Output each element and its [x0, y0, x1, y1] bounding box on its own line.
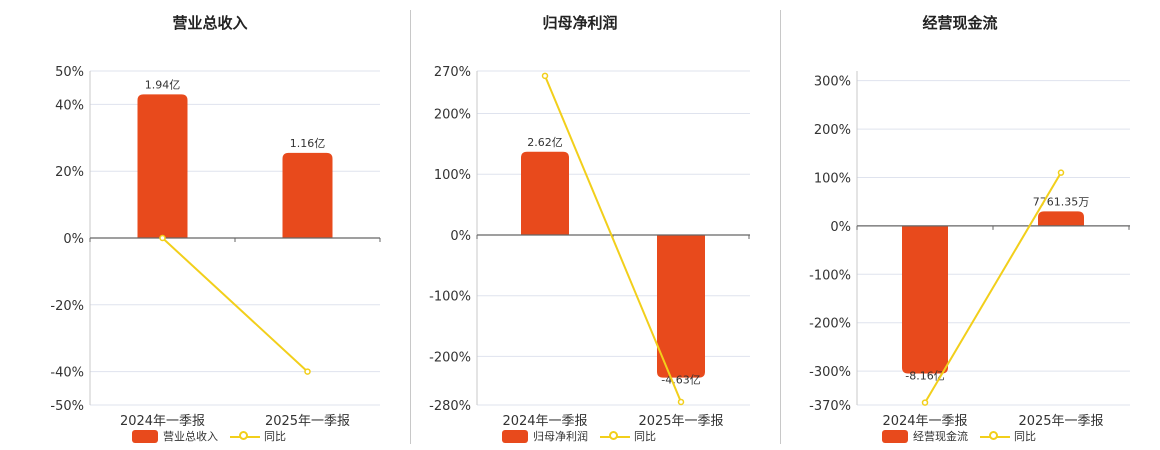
legend-line-label: 同比 — [634, 430, 656, 443]
chart-title-net-profit: 归母净利润 — [542, 14, 618, 32]
x-tick-label: 2024年一季报 — [882, 414, 967, 429]
y-tick-label: -50% — [50, 399, 84, 414]
legend-bar-swatch — [882, 429, 908, 443]
bar-data-label: -8.16亿 — [905, 370, 944, 383]
line-series — [544, 75, 682, 403]
bar — [521, 151, 569, 235]
x-tick-label: 2025年一季报 — [265, 414, 350, 429]
chart-title-cash-flow: 经营现金流 — [922, 14, 998, 32]
legend-bar-label: 经营现金流 — [913, 430, 968, 443]
legend-line-label: 同比 — [264, 430, 286, 443]
bar — [137, 94, 188, 238]
y-tick-label: -100% — [429, 290, 471, 305]
bar — [657, 234, 705, 378]
y-tick-label: -20% — [50, 299, 84, 314]
bar-data-label: 2.62亿 — [527, 136, 563, 149]
bar-data-label: 1.16亿 — [290, 137, 326, 150]
chart-title-revenue: 营业总收入 — [172, 14, 248, 32]
x-tick-label: 2024年一季报 — [502, 414, 587, 429]
bar — [1038, 211, 1084, 226]
y-tick-label: -40% — [50, 366, 84, 381]
chart-divider — [780, 10, 781, 444]
line-point — [921, 399, 929, 406]
y-tick-label: 100% — [814, 171, 851, 186]
legend-bar-label: 归母净利润 — [533, 430, 588, 443]
y-tick-label: -200% — [429, 350, 471, 365]
y-tick-label: -280% — [429, 399, 471, 414]
legend-bar-swatch — [502, 429, 528, 443]
x-tick-label: 2024年一季报 — [120, 414, 205, 429]
legend-line-swatch — [980, 430, 1010, 443]
y-tick-label: 20% — [55, 165, 84, 180]
line-point — [541, 72, 549, 80]
y-tick-label: 0% — [830, 220, 851, 235]
y-tick-label: 0% — [450, 229, 471, 244]
line-point — [304, 368, 311, 375]
y-tick-label: 100% — [434, 168, 471, 183]
line-point — [677, 398, 685, 406]
bar — [902, 225, 948, 374]
legend-line-label: 同比 — [1014, 430, 1036, 443]
y-tick-label: 40% — [55, 98, 84, 113]
legend-net-profit[interactable]: 归母净利润 同比 — [502, 427, 656, 445]
y-tick-label: -300% — [809, 365, 851, 380]
legend-line-swatch — [230, 430, 260, 443]
x-tick-label: 2025年一季报 — [1018, 414, 1103, 429]
chart-divider — [410, 10, 411, 444]
bar-data-label: 1.94亿 — [145, 78, 181, 91]
legend-line-swatch — [600, 430, 630, 443]
y-tick-label: 200% — [434, 108, 471, 123]
bar-data-label: 7761.35万 — [1033, 195, 1090, 208]
line-series — [161, 237, 309, 373]
chart-revenue: 50% 40% 20% 0% -20% -40% -50% 1.94亿 1.16亿 2024年一季… — [50, 65, 381, 429]
x-tick-label: 2025年一季报 — [638, 414, 723, 429]
legend-bar-swatch — [132, 429, 158, 443]
y-tick-label: 270% — [434, 65, 471, 80]
line-point — [1057, 169, 1065, 176]
y-tick-label: 50% — [55, 65, 84, 80]
bar — [282, 152, 333, 238]
y-tick-label: -100% — [809, 268, 851, 283]
y-tick-label: 200% — [814, 123, 851, 138]
y-tick-label: -370% — [809, 399, 851, 414]
legend-revenue[interactable]: 营业总收入 同比 — [132, 427, 286, 445]
y-tick-label: 300% — [814, 75, 851, 90]
y-tick-label: 0% — [63, 232, 84, 247]
chart-net-profit: 270%200%100%0%-100%-200%-280%2.62亿-4.63亿… — [429, 65, 750, 429]
y-tick-label: -200% — [809, 317, 851, 332]
legend-cash-flow[interactable]: 经营现金流 同比 — [882, 427, 1036, 445]
legend-bar-label: 营业总收入 — [163, 430, 218, 443]
line-point — [159, 234, 166, 242]
chart-cash-flow: 300% 200% 100% 0% -100% -200% -300% -370% -8.16亿… — [809, 71, 1130, 429]
line-series — [924, 172, 1062, 404]
